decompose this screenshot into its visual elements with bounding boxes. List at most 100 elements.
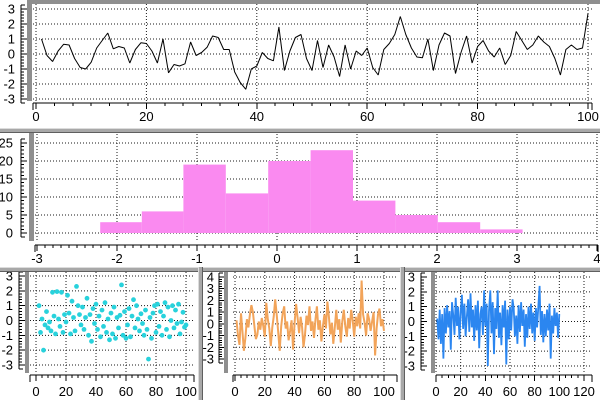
y-tick-label: 0 [207, 316, 214, 331]
y-tick-label: 3 [8, 2, 15, 17]
x-tick-label: 20 [139, 109, 153, 124]
scatter-point [38, 330, 43, 335]
scatter-point [92, 321, 97, 326]
x-tick-label: 0 [273, 251, 280, 266]
panel-wall [27, 0, 600, 4]
y-tick-label: -1 [403, 329, 415, 344]
x-tick-label: 80 [470, 109, 484, 124]
x-axis-labels: -3 -2 -1 0 1 2 3 4 [31, 251, 600, 266]
panel-wall [431, 272, 435, 373]
scatter-point [167, 334, 172, 340]
scatter-point [80, 304, 85, 310]
x-axis-ruler [29, 374, 195, 382]
y-tick-label: 1 [207, 305, 214, 320]
scatter-point [107, 337, 112, 343]
divider-highlight [0, 267, 600, 268]
scatter-point [161, 313, 166, 319]
x-tick-label: 100 [577, 109, 599, 124]
x-tick-label: 40 [250, 109, 264, 124]
y-tick-label: 5 [6, 208, 13, 223]
scatter-point [149, 335, 154, 341]
y-tick-label: -2 [1, 343, 13, 358]
scatter-point [140, 321, 145, 326]
x-tick-label: 80 [347, 384, 361, 399]
y-tick-label: -2 [202, 340, 214, 355]
histogram-bar [437, 222, 481, 233]
scatter-point [54, 289, 60, 294]
x-tick-label: 4 [593, 251, 600, 266]
y-tick-label: 15 [0, 172, 13, 187]
y-tick-label: -3 [202, 352, 214, 367]
histogram-bar [310, 150, 353, 233]
x-tick-label: 0 [32, 109, 39, 124]
scatter-point [95, 327, 100, 332]
histogram-bar [141, 211, 184, 233]
y-tick-label: 2 [8, 17, 15, 32]
scatter-point [126, 306, 132, 311]
x-tick-label: 20 [453, 384, 467, 399]
data-series-points [36, 282, 189, 362]
scatter-point [177, 331, 183, 337]
scatter-point [99, 307, 105, 313]
histogram-bar [183, 164, 226, 233]
x-tick-label: 80 [149, 384, 163, 399]
scatter-point [74, 284, 79, 289]
scatter-point [62, 312, 67, 317]
y-tick-label: 1 [408, 299, 415, 314]
scatter-point [81, 327, 87, 332]
x-tick-label: 120 [573, 384, 595, 399]
scatter-point [158, 309, 163, 314]
scatter-point [71, 315, 76, 320]
scatter-point [41, 347, 46, 353]
scatter-point [53, 331, 58, 337]
data-series-line [436, 285, 561, 367]
scatter-point [98, 334, 103, 340]
scatter-point [153, 330, 159, 335]
y-tick-label: 20 [0, 154, 13, 169]
scatter-point [173, 307, 178, 313]
data-series-line [235, 280, 385, 356]
scatter-point [132, 325, 138, 331]
scatter-point [137, 328, 142, 334]
x-axis-labels: 0 20 40 60 80 100 120 [432, 384, 594, 399]
x-tick-label: 2 [433, 251, 440, 266]
scatter-point [176, 301, 181, 307]
divider-highlight [0, 128, 600, 129]
scatter-point [150, 310, 156, 316]
scatter-point [96, 313, 102, 319]
scatter-point [135, 316, 141, 322]
x-tick-label: 60 [119, 384, 133, 399]
scatter-point [122, 309, 127, 314]
y-tick-label: 2 [207, 293, 214, 308]
scatter-point [59, 289, 64, 295]
scatter-point [168, 318, 174, 323]
scatter-point [108, 310, 114, 316]
x-tick-label: 60 [360, 109, 374, 124]
divider-shadow [0, 132, 600, 133]
scatter-point [47, 319, 52, 325]
y-tick-label: 0 [8, 47, 15, 62]
scatter-point [171, 325, 177, 331]
divider-shadow [0, 271, 600, 272]
histogram-bar [395, 215, 438, 233]
scatter-point [50, 289, 55, 295]
x-tick-label: 20 [258, 384, 272, 399]
y-tick-label: 2 [6, 283, 13, 298]
y-tick-label: 4 [207, 270, 214, 285]
scatter-point [170, 303, 175, 309]
x-tick-label: 100 [373, 384, 395, 399]
y-tick-label: -1 [3, 62, 15, 77]
scatter-point [110, 331, 115, 337]
scatter-point [123, 335, 129, 341]
scatter-point [101, 324, 106, 329]
y-tick-label: 10 [0, 190, 13, 205]
scatter-point [78, 322, 84, 328]
histogram-bar [100, 222, 142, 233]
y-tick-label: 3 [207, 281, 214, 296]
